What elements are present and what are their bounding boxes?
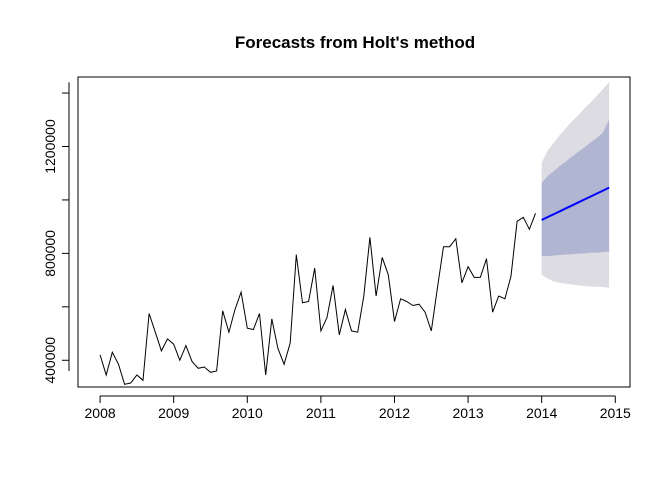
y-axis: 400000 800000 1200000 bbox=[42, 82, 70, 384]
x-tick-label: 2011 bbox=[306, 405, 336, 421]
x-tick-label: 2014 bbox=[526, 405, 557, 421]
x-tick-label: 2015 bbox=[600, 405, 631, 421]
x-tick-label: 2012 bbox=[379, 405, 410, 421]
prediction-intervals bbox=[541, 82, 610, 288]
x-axis: 2008 2009 2010 2011 2012 2013 2014 2015 bbox=[85, 395, 631, 421]
y-tick-label: 800000 bbox=[42, 230, 58, 277]
y-tick-label: 1200000 bbox=[42, 119, 58, 174]
chart-title: Forecasts from Holt's method bbox=[235, 33, 475, 52]
x-tick-label: 2008 bbox=[85, 405, 116, 421]
x-tick-label: 2010 bbox=[232, 405, 263, 421]
plot-box bbox=[77, 76, 631, 388]
series-lines bbox=[99, 186, 610, 385]
band-80 bbox=[541, 119, 610, 257]
y-tick-label: 400000 bbox=[42, 337, 58, 384]
x-tick-label: 2013 bbox=[453, 405, 484, 421]
observed-series-line bbox=[99, 213, 536, 385]
x-tick-label: 2009 bbox=[158, 405, 189, 421]
forecast-mean-line bbox=[541, 186, 610, 221]
